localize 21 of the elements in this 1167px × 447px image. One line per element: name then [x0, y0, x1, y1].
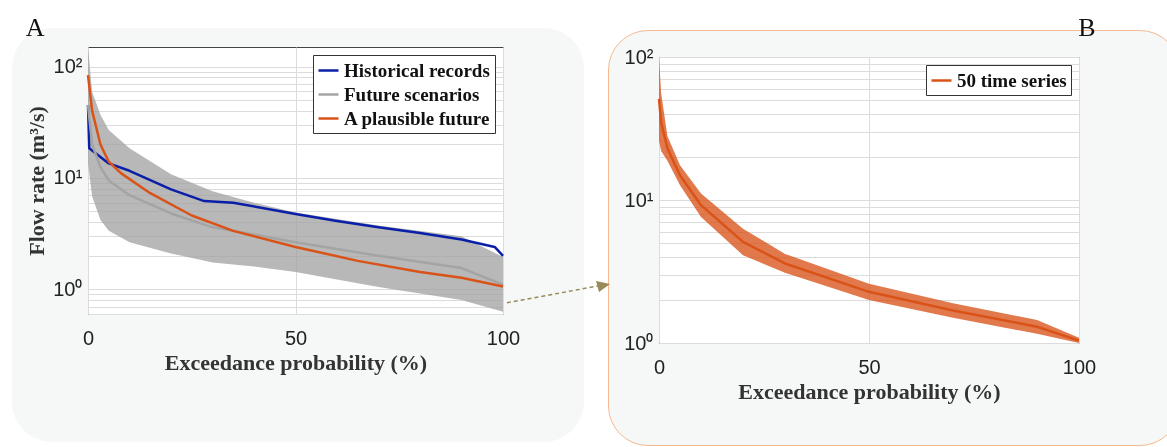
x-tick-label: 50 [858, 355, 881, 378]
x-tick-label: 100 [486, 326, 521, 349]
x-tick-label: 0 [653, 355, 666, 378]
x-axis-title: Exceedance probability (%) [738, 378, 1001, 404]
y-tick-label: 10² [53, 55, 83, 78]
legend-label: 50 time series [957, 69, 1067, 91]
chart-title: A [25, 13, 45, 42]
x-axis-title: Exceedance probability (%) [164, 349, 428, 375]
legend-label: Future scenarios [344, 83, 480, 105]
x-tick-label: 100 [1062, 355, 1097, 378]
x-tick-label: 0 [82, 326, 95, 349]
y-tick-label: 10⁰ [624, 331, 654, 354]
y-tick-label: 10¹ [53, 166, 83, 189]
y-tick-label: 10¹ [624, 188, 654, 211]
x-tick-label: 50 [284, 326, 308, 349]
y-axis-title: Flow rate (m³/s) [24, 106, 50, 256]
legend-label: Historical records [344, 59, 490, 81]
chart-title: B [1078, 13, 1096, 42]
legend-label: A plausible future [344, 107, 490, 129]
y-tick-label: 10⁰ [53, 277, 83, 300]
y-tick-label: 10² [624, 45, 654, 68]
